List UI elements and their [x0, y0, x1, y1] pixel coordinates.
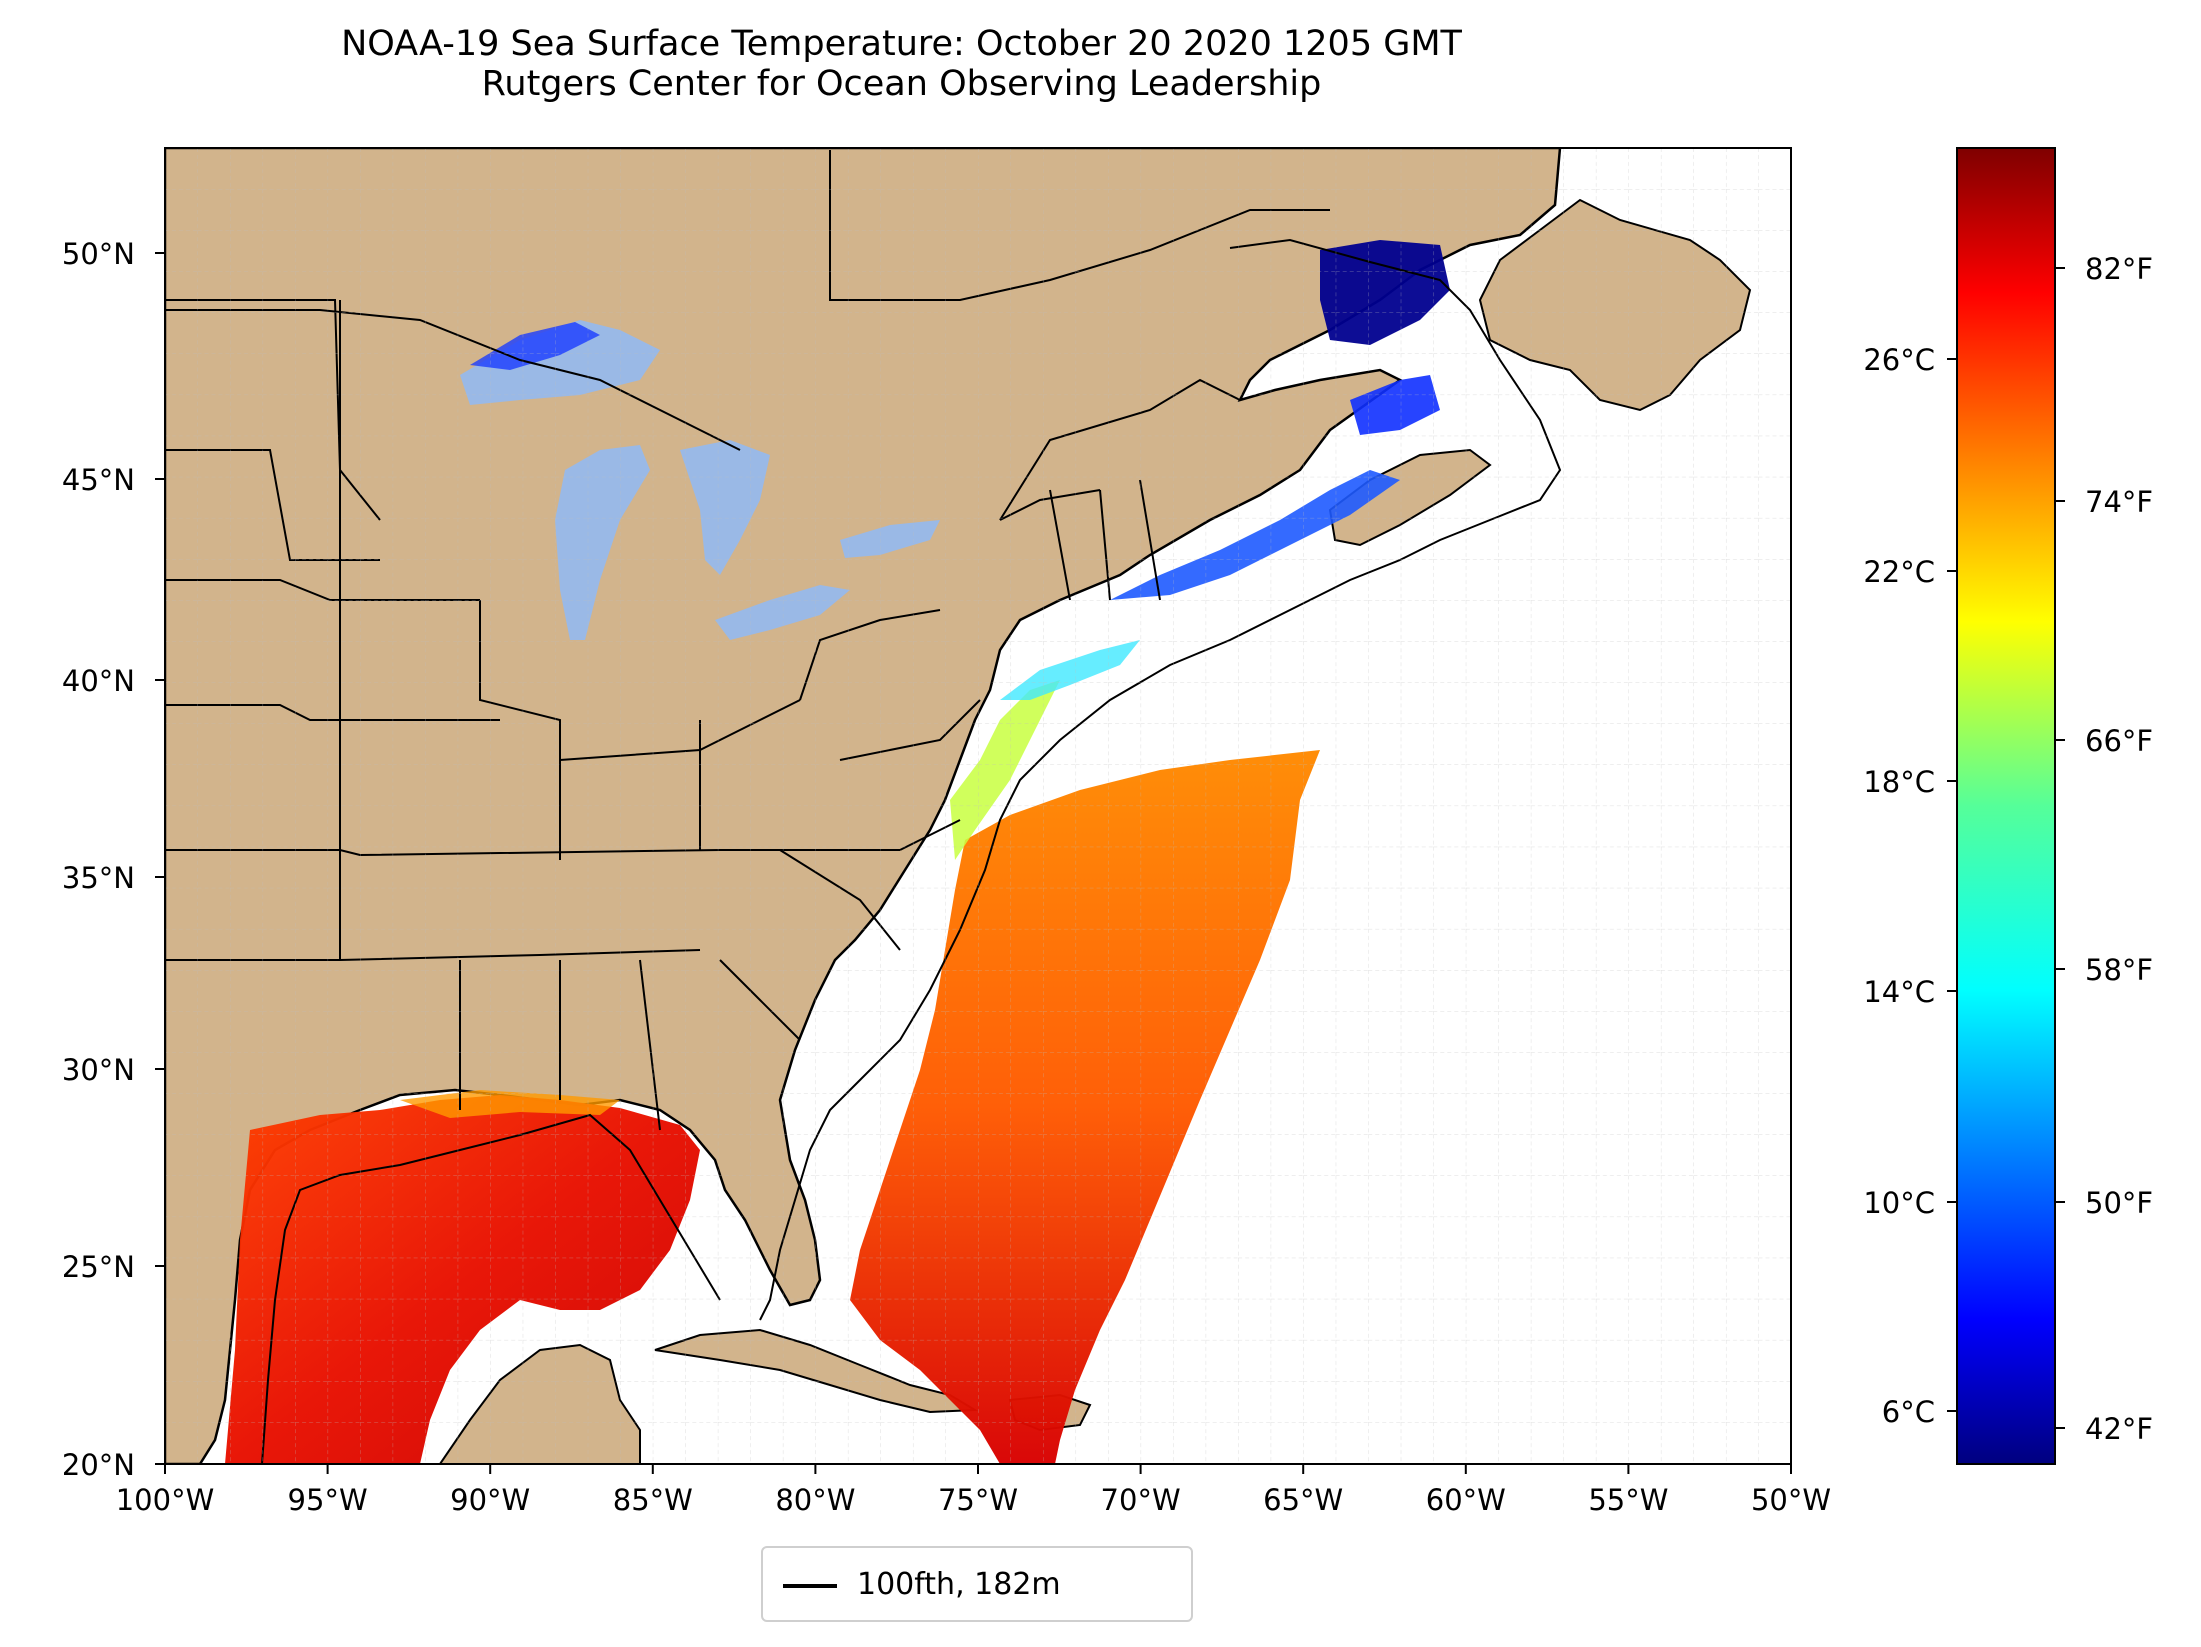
lon-tick-label: 50°W — [1751, 1483, 1831, 1517]
lon-tick-label: 70°W — [1101, 1483, 1181, 1517]
colorbar-fahrenheit-label: 58°F — [2085, 953, 2153, 987]
lat-tick-label: 35°N — [62, 861, 135, 895]
map-title: NOAA-19 Sea Surface Temperature: October… — [341, 24, 1462, 64]
lon-tick-label: 60°W — [1426, 1483, 1506, 1517]
colorbar-celsius-label: 18°C — [1863, 765, 1935, 799]
lon-tick-label: 95°W — [288, 1483, 368, 1517]
lon-tick-label: 100°W — [116, 1483, 215, 1517]
legend-isobath-line — [783, 1584, 837, 1588]
lat-tick-label: 45°N — [62, 463, 135, 497]
lon-axis: 100°W 95°W 90°W 85°W 80°W 75°W 70°W 65°W… — [116, 1464, 1831, 1517]
lat-tick-label: 50°N — [62, 237, 135, 271]
colorbar-fahrenheit-label: 66°F — [2085, 724, 2153, 758]
colorbar-fahrenheit-label: 74°F — [2085, 485, 2153, 519]
lat-tick-label: 30°N — [62, 1053, 135, 1087]
colorbar-celsius-label: 6°C — [1882, 1395, 1935, 1429]
lat-tick-label: 20°N — [62, 1448, 135, 1482]
map-subtitle: Rutgers Center for Ocean Observing Leade… — [481, 64, 1322, 104]
gridlines — [165, 148, 1791, 1464]
lat-tick-label: 40°N — [62, 664, 135, 698]
lat-tick-label: 25°N — [62, 1250, 135, 1284]
lon-tick-label: 75°W — [938, 1483, 1018, 1517]
lon-tick-label: 80°W — [775, 1483, 855, 1517]
map-legend: 100fth, 182m — [761, 1546, 1193, 1622]
colorbar-fahrenheit-label: 42°F — [2085, 1412, 2153, 1446]
lon-tick-label: 65°W — [1263, 1483, 1343, 1517]
colorbar-celsius-label: 10°C — [1863, 1186, 1935, 1220]
colorbar-celsius-label: 26°C — [1863, 343, 1935, 377]
colorbar-gradient — [1956, 147, 2056, 1465]
colorbar: 6°C 10°C 14°C 18°C 22°C 26°C 42°F 50°F 5… — [1863, 147, 2153, 1465]
colorbar-fahrenheit-label: 82°F — [2085, 252, 2153, 286]
legend-isobath-label: 100fth, 182m — [857, 1567, 1061, 1602]
lon-tick-label: 55°W — [1588, 1483, 1668, 1517]
colorbar-celsius-label: 22°C — [1863, 555, 1935, 589]
colorbar-celsius-label: 14°C — [1863, 975, 1935, 1009]
colorbar-fahrenheit-label: 50°F — [2085, 1186, 2153, 1220]
lon-tick-label: 85°W — [613, 1483, 693, 1517]
lat-axis: 20°N 25°N 30°N 35°N 40°N 45°N 50°N — [62, 237, 165, 1482]
lon-tick-label: 90°W — [450, 1483, 530, 1517]
